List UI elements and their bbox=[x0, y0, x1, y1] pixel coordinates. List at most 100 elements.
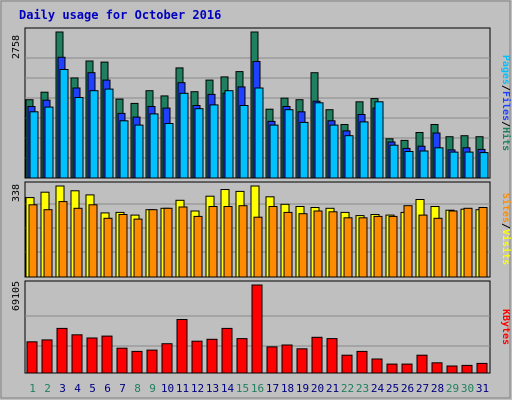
x-tick-label: 25 bbox=[386, 382, 399, 395]
kbytes-bar bbox=[296, 348, 308, 374]
sites-bar bbox=[43, 209, 53, 278]
sites-bar bbox=[253, 216, 263, 278]
x-tick-label: 31 bbox=[476, 382, 489, 395]
x-tick-label: 2 bbox=[44, 382, 51, 395]
sites-bar bbox=[118, 214, 128, 278]
kbytes-bar bbox=[26, 341, 38, 374]
pages-bar bbox=[89, 90, 99, 179]
sites-bar bbox=[298, 213, 308, 278]
pages-bar bbox=[134, 124, 144, 179]
x-tick-label: 11 bbox=[176, 382, 189, 395]
kbytes-bar bbox=[446, 365, 458, 374]
sites-bar bbox=[478, 207, 488, 278]
x-tick-label: 5 bbox=[89, 382, 96, 395]
kbytes-panel: 69105 KBytes bbox=[11, 280, 511, 374]
axis-label-part: Sites bbox=[500, 193, 512, 223]
kbytes-bar bbox=[86, 337, 98, 374]
kbytes-bar bbox=[116, 347, 128, 374]
pages-bar bbox=[374, 101, 384, 179]
sites-bar bbox=[193, 215, 203, 278]
axis-label-part: Files bbox=[500, 91, 512, 121]
x-tick-label: 17 bbox=[266, 382, 279, 395]
kbytes-bar bbox=[56, 327, 68, 374]
x-tick-label: 1 bbox=[29, 382, 36, 395]
sites-bar bbox=[448, 210, 458, 278]
sites-bar bbox=[388, 215, 398, 278]
sites-visits-panel: 338 Sites/Visits bbox=[11, 181, 512, 278]
kbytes-bar bbox=[191, 340, 203, 374]
kbytes-bar bbox=[176, 319, 188, 374]
x-tick-label: 20 bbox=[311, 382, 324, 395]
sites-bar bbox=[148, 209, 158, 278]
sites-series bbox=[28, 201, 488, 278]
pages-bar bbox=[224, 90, 234, 179]
x-tick-label: 4 bbox=[74, 382, 81, 395]
axis-label-part: Hits bbox=[500, 127, 512, 151]
axis-label-part: / bbox=[500, 121, 511, 127]
kbytes-bar bbox=[206, 338, 218, 374]
pages-bar bbox=[59, 69, 69, 179]
kbytes-bar bbox=[356, 350, 368, 374]
x-tick-label: 27 bbox=[416, 382, 429, 395]
kbytes-bar bbox=[251, 284, 263, 374]
kbytes-series bbox=[26, 284, 488, 374]
sites-bar bbox=[373, 215, 383, 278]
kbytes-bar bbox=[131, 350, 143, 374]
kbytes-bar bbox=[326, 338, 338, 374]
pages-bar bbox=[404, 151, 414, 179]
kbytes-bar bbox=[416, 354, 428, 374]
hits-files-pages-axis-label: Pages/Files/Hits bbox=[500, 55, 512, 151]
kbytes-bar bbox=[461, 364, 473, 374]
pages-bar bbox=[419, 150, 429, 179]
pages-bar bbox=[359, 121, 369, 179]
pages-bar bbox=[389, 144, 399, 179]
pages-bar bbox=[44, 106, 54, 179]
pages-bar bbox=[329, 124, 339, 179]
pages-bar bbox=[194, 108, 204, 179]
kbytes-bar bbox=[371, 358, 383, 374]
axis-label-part: KBytes bbox=[500, 309, 511, 345]
pages-bar bbox=[29, 111, 39, 179]
axis-label-part: Pages bbox=[500, 55, 511, 85]
x-tick-label: 7 bbox=[119, 382, 126, 395]
sites-bar bbox=[283, 211, 293, 278]
sites-visits-ymax-label: 338 bbox=[11, 184, 22, 202]
pages-bar bbox=[239, 105, 249, 179]
x-tick-label: 3 bbox=[59, 382, 66, 395]
sites-bar bbox=[208, 206, 218, 278]
x-tick-label: 29 bbox=[446, 382, 459, 395]
pages-bar bbox=[314, 102, 324, 179]
kbytes-bar bbox=[41, 339, 53, 374]
axis-label-part: / bbox=[500, 85, 511, 91]
pages-bar bbox=[149, 113, 159, 179]
pages-bar bbox=[179, 92, 189, 179]
x-tick-label: 26 bbox=[401, 382, 414, 395]
pages-series bbox=[29, 69, 489, 179]
sites-bar bbox=[463, 207, 473, 278]
sites-bar bbox=[178, 206, 188, 278]
x-tick-label: 22 bbox=[341, 382, 354, 395]
kbytes-bar bbox=[476, 362, 488, 374]
x-tick-label: 21 bbox=[326, 382, 339, 395]
pages-bar bbox=[254, 87, 264, 179]
kbytes-bar bbox=[146, 349, 158, 374]
sites-bar bbox=[238, 205, 248, 278]
axis-label-part: / bbox=[500, 223, 511, 229]
sites-bar bbox=[58, 201, 68, 278]
x-tick-label: 12 bbox=[191, 382, 204, 395]
sites-bar bbox=[418, 214, 428, 278]
kbytes-bar bbox=[431, 362, 443, 374]
x-tick-label: 10 bbox=[161, 382, 174, 395]
x-tick-label: 8 bbox=[134, 382, 141, 395]
kbytes-bar bbox=[71, 334, 83, 374]
x-tick-label: 13 bbox=[206, 382, 219, 395]
kbytes-bar bbox=[386, 363, 398, 374]
pages-bar bbox=[119, 120, 129, 179]
sites-bar bbox=[328, 211, 338, 278]
x-tick-label: 24 bbox=[371, 382, 385, 395]
sites-bar bbox=[433, 217, 443, 278]
sites-bar bbox=[358, 217, 368, 278]
x-tick-label: 6 bbox=[104, 382, 111, 395]
kbytes-bar bbox=[236, 338, 248, 374]
pages-bar bbox=[104, 88, 114, 179]
